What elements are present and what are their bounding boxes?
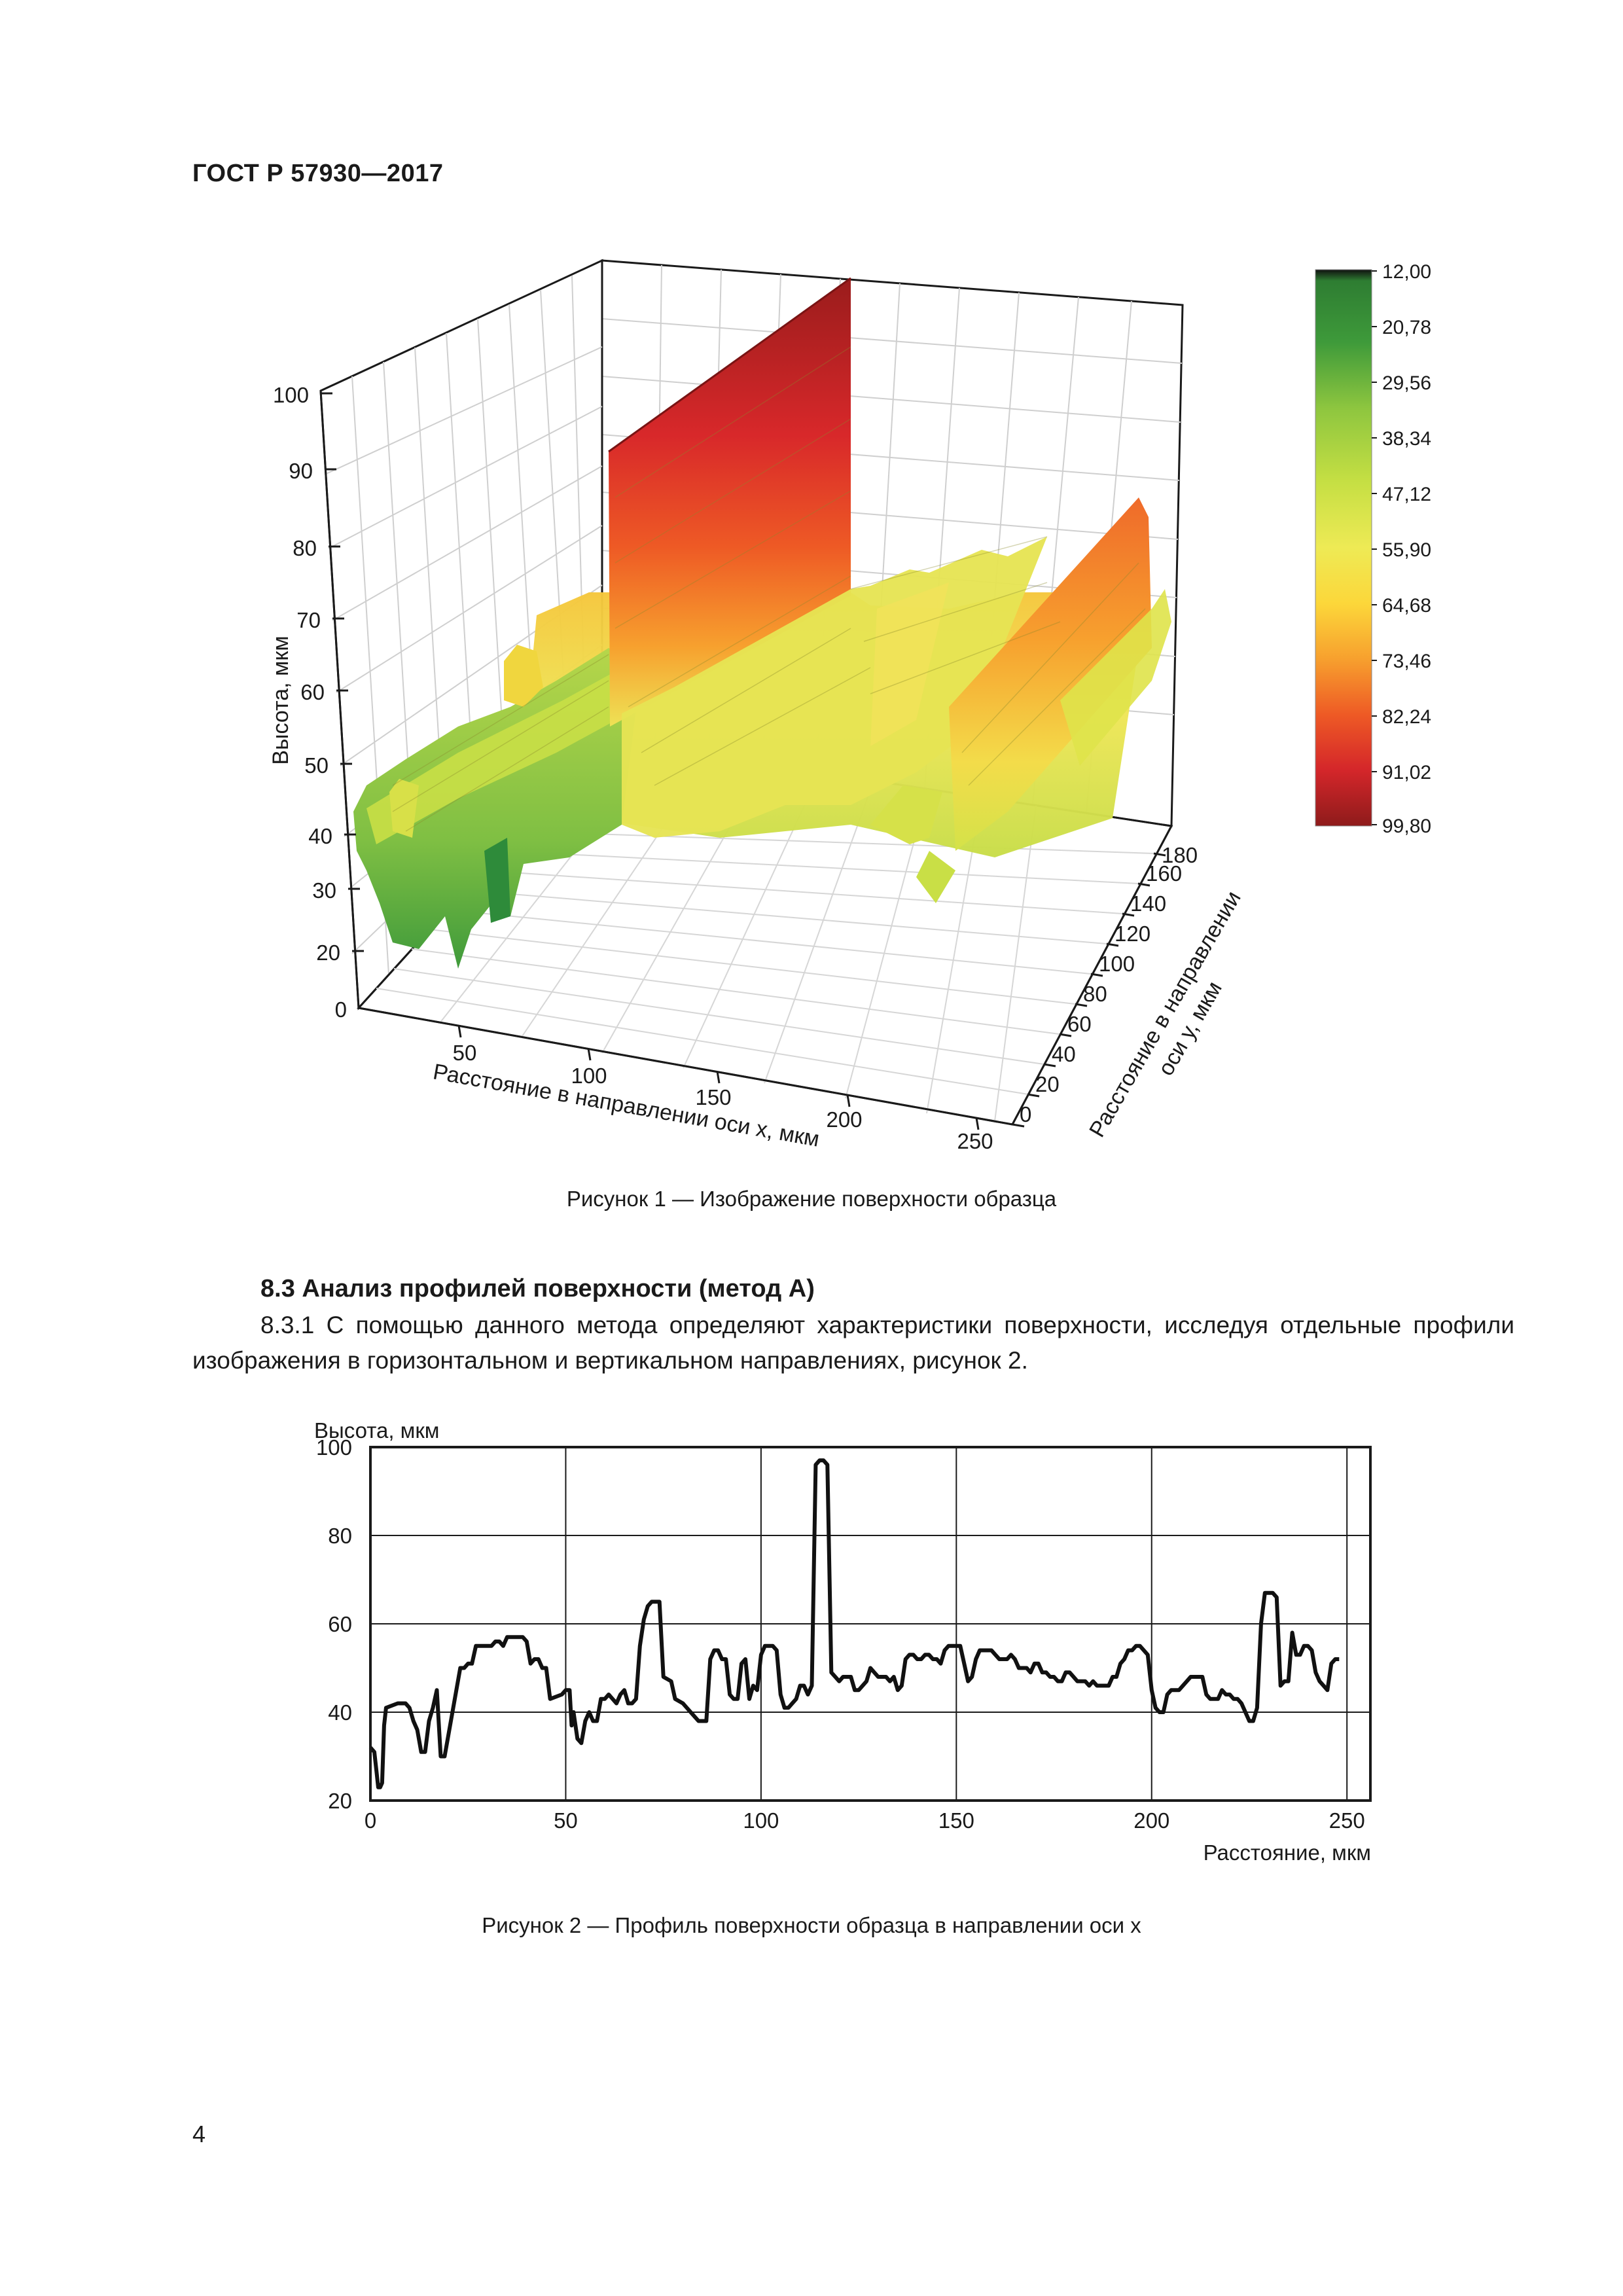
x-tick-100: 100 bbox=[571, 1064, 607, 1088]
profile-y-axis-label: Высота, мкм bbox=[314, 1418, 439, 1443]
colorbar-label: 73,46 bbox=[1382, 651, 1431, 672]
y-tick-140: 140 bbox=[1130, 891, 1166, 916]
y-axis bbox=[1011, 825, 1173, 1128]
z-tick-30: 30 bbox=[312, 878, 336, 903]
y-tick-80: 80 bbox=[1083, 982, 1107, 1006]
section-paragraph: 8.3.1 С помощью данного метода определяю… bbox=[192, 1312, 1514, 1374]
figure2-caption: Рисунок 2 — Профиль поверхности образца … bbox=[482, 1913, 1141, 1937]
z-tick-0: 0 bbox=[335, 997, 347, 1022]
y-tick-100: 100 bbox=[1099, 952, 1135, 976]
colorbar-label: 29,56 bbox=[1382, 372, 1431, 394]
y-tick-120: 120 bbox=[1115, 922, 1150, 946]
z-tick-70: 70 bbox=[296, 608, 321, 632]
colorbar-label: 47,12 bbox=[1382, 484, 1431, 505]
colorbar-label: 82,24 bbox=[1382, 706, 1431, 728]
colorbar-label: 12,00 bbox=[1382, 261, 1431, 283]
profile-chart-grid bbox=[370, 1447, 1370, 1801]
profile-x-tick-label: 250 bbox=[1329, 1808, 1365, 1833]
y-axis-label-line1: Расстояние в направлении bbox=[1084, 887, 1246, 1141]
profile-line bbox=[368, 1458, 1340, 1789]
profile-chart-ticks: 0 50 100 150 200 250 20 40 60 80 100 bbox=[316, 1435, 1365, 1833]
profile-y-tick-label: 20 bbox=[328, 1789, 352, 1813]
x-tick-200: 200 bbox=[826, 1107, 862, 1132]
colorbar bbox=[1315, 269, 1372, 827]
x-axis bbox=[358, 1007, 1013, 1130]
colorbar-label: 99,80 bbox=[1382, 816, 1431, 837]
y-tick-60: 60 bbox=[1067, 1012, 1092, 1036]
y-tick-0: 0 bbox=[1020, 1102, 1031, 1126]
profile-x-tick-label: 200 bbox=[1133, 1808, 1169, 1833]
colorbar-ticks bbox=[1372, 270, 1377, 825]
x-tick-labels: 50 100 150 200 250 bbox=[453, 1041, 993, 1153]
y-tick-40: 40 bbox=[1052, 1042, 1076, 1066]
colorbar-labels: 12,00 20,78 29,56 38,34 47,12 55,90 64,6… bbox=[1382, 261, 1431, 837]
z-axis-label: Высота, мкм bbox=[268, 636, 293, 764]
x-tick-150: 150 bbox=[695, 1085, 731, 1109]
colorbar-label: 91,02 bbox=[1382, 762, 1431, 783]
section-heading: 8.3 Анализ профилей поверхности (метод А… bbox=[260, 1275, 815, 1302]
z-tick-60: 60 bbox=[300, 680, 325, 704]
colorbar-label: 55,90 bbox=[1382, 539, 1431, 561]
colorbar-label: 64,68 bbox=[1382, 595, 1431, 617]
profile-y-tick-label: 40 bbox=[328, 1700, 352, 1725]
z-axis bbox=[319, 390, 364, 1009]
z-tick-50: 50 bbox=[304, 753, 329, 778]
colorbar-label: 38,34 bbox=[1382, 428, 1431, 450]
x-tick-50: 50 bbox=[453, 1041, 477, 1065]
surface-red-wall bbox=[609, 278, 851, 726]
x-axis-label: Расстояние в направлении оси x, мкм bbox=[431, 1059, 821, 1151]
y-tick-180: 180 bbox=[1162, 843, 1198, 867]
z-tick-20: 20 bbox=[316, 941, 340, 965]
profile-x-tick-label: 0 bbox=[365, 1808, 376, 1833]
z-tick-90: 90 bbox=[289, 459, 313, 483]
y-tick-160: 160 bbox=[1146, 861, 1182, 886]
y-tick-labels: 0 20 40 60 80 100 120 140 160 180 bbox=[1020, 843, 1198, 1126]
profile-y-tick-label: 60 bbox=[328, 1612, 352, 1636]
surface-3d-figure: 100 90 80 70 60 50 40 30 20 0 Высота, мк… bbox=[268, 259, 1431, 1153]
z-tick-80: 80 bbox=[293, 536, 317, 560]
profile-x-axis-label: Расстояние, мкм bbox=[1204, 1840, 1371, 1865]
x-tick-250: 250 bbox=[957, 1129, 993, 1153]
profile-y-tick-label: 80 bbox=[328, 1524, 352, 1548]
z-tick-labels: 100 90 80 70 60 50 40 30 20 0 bbox=[273, 383, 347, 1022]
z-tick-40: 40 bbox=[308, 824, 332, 848]
profile-x-tick-label: 50 bbox=[554, 1808, 578, 1833]
figure1-caption: Рисунок 1 — Изображение поверхности обра… bbox=[566, 1187, 1057, 1211]
colorbar-label: 20,78 bbox=[1382, 317, 1431, 338]
z-tick-100: 100 bbox=[273, 383, 309, 407]
document-header: ГОСТ Р 57930—2017 bbox=[192, 160, 444, 187]
profile-y-tick-label: 100 bbox=[316, 1435, 352, 1460]
profile-chart: 0 50 100 150 200 250 20 40 60 80 100 Высота, мкм Р… bbox=[314, 1418, 1372, 1865]
profile-plot-frame bbox=[369, 1446, 1372, 1802]
profile-x-tick-label: 100 bbox=[743, 1808, 779, 1833]
profile-x-tick-label: 150 bbox=[938, 1808, 974, 1833]
y-tick-20: 20 bbox=[1035, 1072, 1060, 1096]
y-axis-label: Расстояние в направлении оси y, мкм bbox=[1084, 887, 1246, 1141]
page-number: 4 bbox=[192, 2121, 206, 2147]
surface-plot bbox=[353, 277, 1171, 969]
surface-orange-wall bbox=[949, 497, 1152, 851]
